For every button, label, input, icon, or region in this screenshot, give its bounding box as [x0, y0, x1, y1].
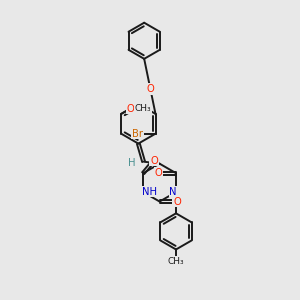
Text: Br: Br [132, 129, 143, 139]
Text: CH₃: CH₃ [134, 104, 151, 113]
Text: H: H [128, 158, 135, 168]
Text: O: O [150, 156, 158, 166]
Text: NH: NH [142, 187, 157, 196]
Text: N: N [169, 187, 177, 196]
Text: O: O [146, 84, 154, 94]
Text: O: O [173, 196, 181, 207]
Text: O: O [155, 168, 162, 178]
Text: CH₃: CH₃ [168, 257, 184, 266]
Text: O: O [127, 103, 134, 114]
